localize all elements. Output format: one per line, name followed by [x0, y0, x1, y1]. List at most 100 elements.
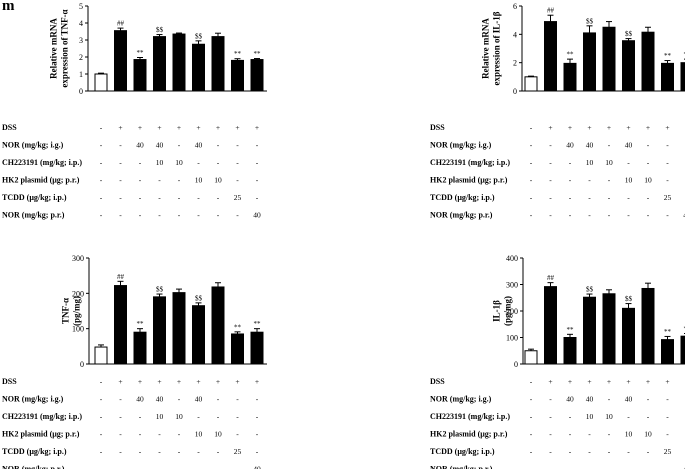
p1-condition-label: NOR (mg/kg; p.r.) — [430, 211, 493, 220]
p2-condition-symbol: - — [256, 395, 259, 404]
p3-annotation-5: $$ — [625, 295, 633, 303]
p0-condition-symbol: - — [197, 193, 200, 202]
p1-condition-symbol: - — [647, 158, 650, 167]
p3-condition-symbol: - — [530, 430, 533, 439]
p0-condition-symbol: - — [236, 141, 239, 150]
p0-condition-symbol: - — [100, 123, 103, 132]
p3-bar-2 — [563, 337, 577, 365]
p1-bar-1 — [544, 21, 557, 92]
p1-annotation-5: $$ — [625, 30, 633, 38]
p1-condition-symbol: - — [530, 141, 533, 150]
p2-annotation-3: $$ — [156, 286, 164, 294]
p2-condition-symbol: - — [178, 465, 181, 469]
p2-condition-symbol: - — [100, 412, 103, 421]
p3-condition-symbol: - — [666, 430, 669, 439]
p1-condition-symbol: - — [569, 193, 572, 202]
p3-condition-label: DSS — [430, 377, 445, 386]
p2-condition-symbol: - — [139, 465, 142, 469]
p0-bar-1 — [114, 30, 127, 92]
p0-condition-symbol: + — [138, 123, 142, 132]
p0-condition-symbol: - — [236, 176, 239, 185]
p3-bar-7 — [661, 339, 674, 365]
p1-condition-symbol: - — [569, 158, 572, 167]
p1-condition-symbol: 25 — [664, 193, 672, 202]
p3-condition-symbol: - — [647, 395, 650, 404]
p3-condition-symbol: 10 — [625, 430, 633, 439]
p1-condition-symbol: 10 — [586, 158, 594, 167]
p0-condition-symbol: - — [236, 158, 239, 167]
p2-condition-symbol: - — [158, 430, 161, 439]
p3-condition-symbol: - — [549, 430, 552, 439]
p1-condition-symbol: - — [549, 158, 552, 167]
p3-condition-symbol: - — [530, 465, 533, 469]
p1-condition-symbol: 10 — [605, 158, 613, 167]
p0-condition-symbol: - — [100, 211, 103, 220]
p2-condition-label: NOR (mg/kg; p.r.) — [2, 465, 65, 469]
p3-ytick-label: 300 — [506, 281, 518, 290]
p0-condition-label: NOR (mg/kg; i.g.) — [2, 141, 64, 150]
p1-condition-symbol: - — [549, 141, 552, 150]
p3-condition-symbol: - — [647, 412, 650, 421]
p3-condition-symbol: - — [530, 377, 533, 386]
p1-annotation-2: ** — [567, 51, 575, 59]
p0-annotation-2: ** — [137, 49, 145, 57]
p3-condition-symbol: + — [568, 377, 572, 386]
p0-condition-label: DSS — [2, 123, 17, 132]
p0-ytick-label: 2 — [79, 53, 83, 62]
p2-ytick-label: 100 — [72, 325, 84, 334]
p2-condition-symbol: - — [119, 465, 122, 469]
p2-condition-symbol: - — [178, 395, 181, 404]
p2-condition-symbol: - — [236, 412, 239, 421]
p0-condition-symbol: 25 — [234, 193, 242, 202]
p2-condition-symbol: + — [216, 377, 220, 386]
p0-bar-5 — [192, 43, 205, 92]
p3-annotation-1: ## — [547, 274, 555, 282]
p2-bar-0 — [94, 346, 108, 365]
p0-annotation-1: ## — [117, 20, 125, 28]
p1-annotation-1: ## — [547, 7, 555, 15]
p0-ytick-label: 1 — [79, 70, 83, 79]
p0-condition-symbol: - — [119, 211, 122, 220]
p1-condition-symbol: - — [530, 158, 533, 167]
p0-condition-symbol: - — [256, 158, 259, 167]
p1-condition-label: DSS — [430, 123, 445, 132]
p1-condition-symbol: + — [626, 123, 630, 132]
p3-condition-label: NOR (mg/kg; p.r.) — [430, 465, 493, 469]
p1-bar-0 — [524, 76, 538, 92]
p2-bar-5 — [192, 305, 205, 365]
p3-ytick-label: 200 — [506, 307, 518, 316]
p0-condition-label: TCDD (μg/kg; i.p.) — [2, 193, 67, 202]
p1-condition-symbol: - — [588, 193, 591, 202]
p3-bar-8 — [680, 335, 685, 365]
p3-condition-symbol: - — [588, 430, 591, 439]
p1-condition-symbol: + — [607, 123, 611, 132]
p3-condition-symbol: - — [608, 465, 611, 469]
p3-condition-symbol: - — [666, 465, 669, 469]
p2-annotation-5: $$ — [195, 294, 203, 302]
p0-condition-symbol: - — [119, 176, 122, 185]
p1-condition-symbol: - — [530, 193, 533, 202]
p0-condition-symbol: - — [178, 141, 181, 150]
p0-condition-symbol: - — [139, 193, 142, 202]
p0-condition-symbol: 40 — [136, 141, 144, 150]
p0-condition-symbol: + — [235, 123, 239, 132]
p3-condition-symbol: - — [627, 465, 630, 469]
p0-condition-symbol: - — [217, 158, 220, 167]
p1-condition-symbol: - — [647, 211, 650, 220]
p1-condition-symbol: 40 — [566, 141, 574, 150]
panel-label: m — [2, 0, 15, 14]
p0-condition-symbol: - — [217, 211, 220, 220]
p2-condition-symbol: + — [157, 377, 161, 386]
p0-condition-symbol: 10 — [195, 176, 203, 185]
p1-condition-symbol: 40 — [625, 141, 633, 150]
p1-condition-symbol: - — [647, 193, 650, 202]
p2-bar-6 — [211, 286, 225, 365]
p1-condition-symbol: - — [608, 176, 611, 185]
p3-condition-symbol: - — [608, 395, 611, 404]
p2-condition-symbol: - — [158, 465, 161, 469]
p3-condition-label: TCDD (μg/kg; i.p.) — [430, 447, 495, 456]
p0-condition-symbol: - — [256, 176, 259, 185]
p1-condition-label: NOR (mg/kg; i.g.) — [430, 141, 492, 150]
p0-condition-symbol: - — [139, 158, 142, 167]
p0-condition-symbol: - — [178, 211, 181, 220]
